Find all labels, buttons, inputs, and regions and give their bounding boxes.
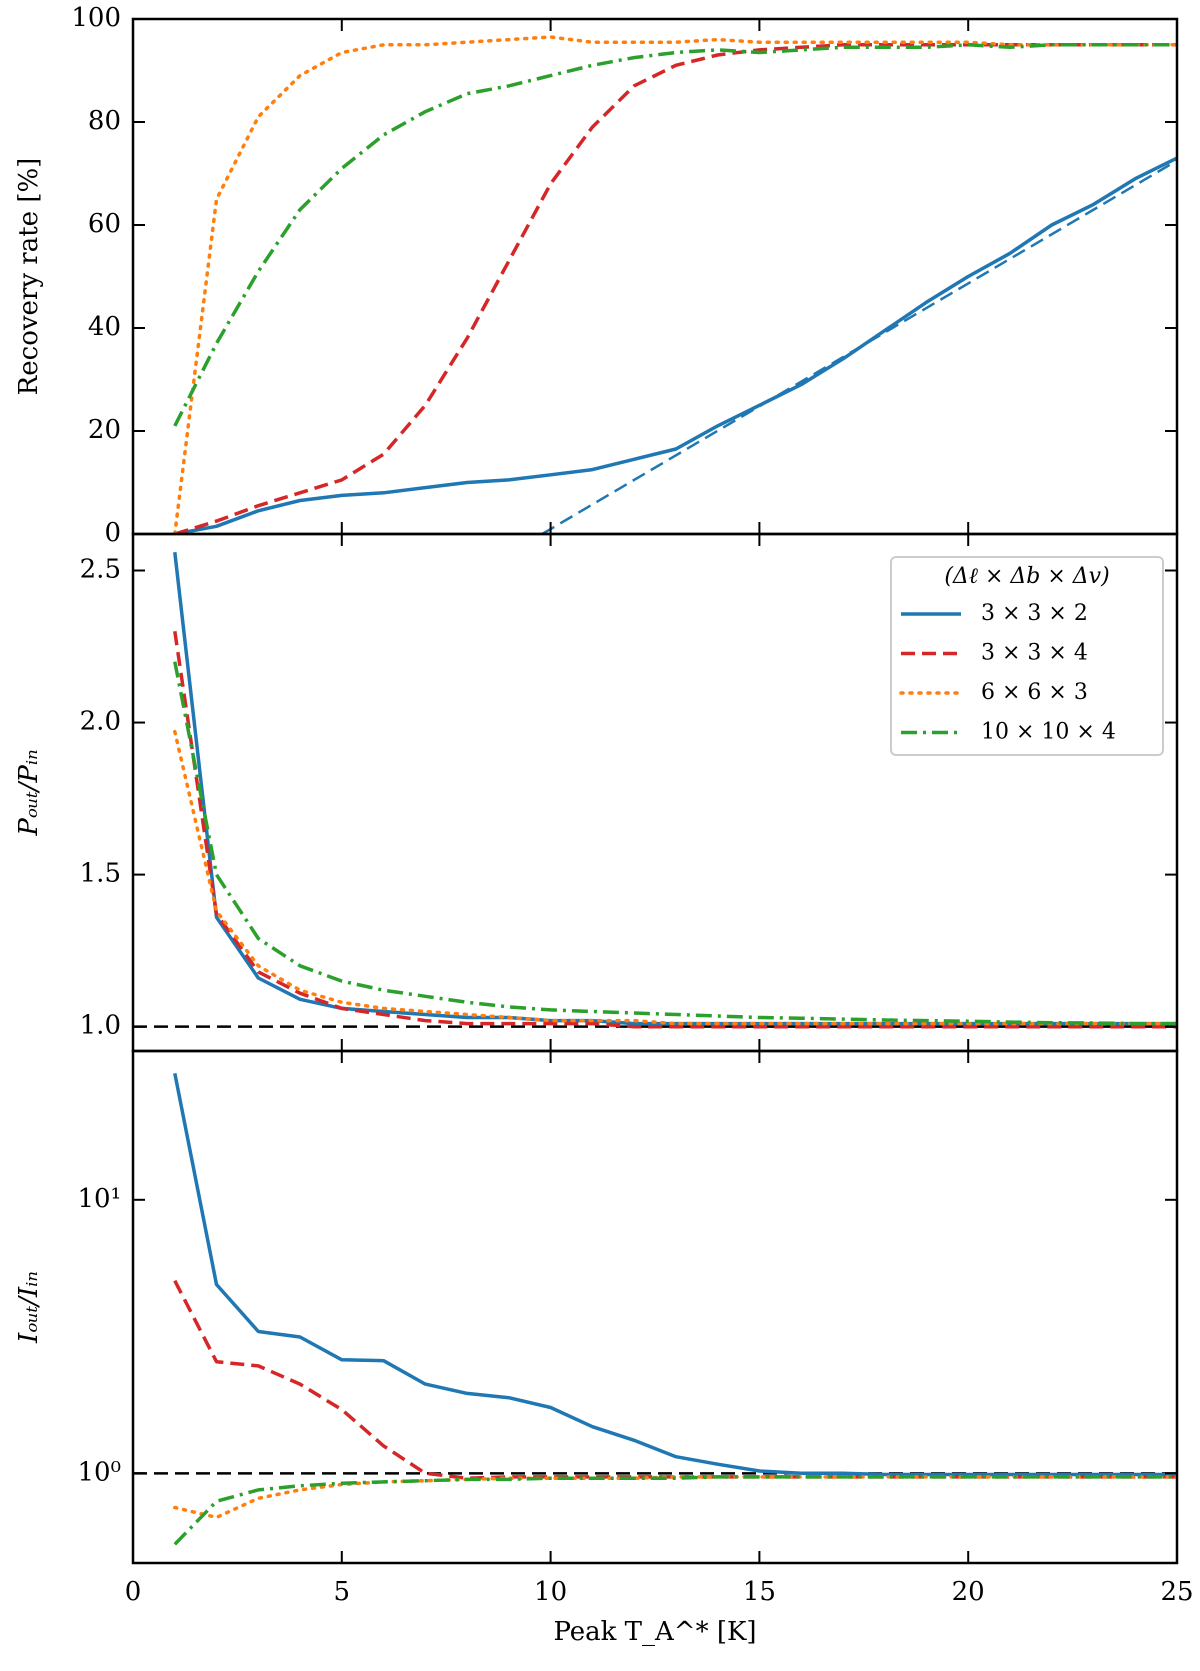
y-tick-label: 1.0 [80, 1011, 121, 1041]
y-tick-label: 2.0 [80, 707, 121, 737]
plot-area [133, 1072, 1177, 1546]
series-line [173, 35, 1177, 534]
plot-area [173, 35, 1177, 534]
legend: (Δℓ × Δb × Δv) 3 × 3 × 2 3 × 3 × 4 6 × 6 × … [890, 556, 1164, 756]
series-line [173, 1279, 1177, 1480]
y-tick-label: 100 [71, 3, 121, 33]
series-line [174, 43, 1177, 534]
plot-frame [131, 17, 1179, 536]
y-axis-label: Recovery rate [%] [14, 158, 44, 396]
legend-label: 10 × 10 × 4 [981, 720, 1116, 745]
plot-frame [131, 1049, 1179, 1565]
series-line [173, 661, 1177, 1026]
y-tick-label: 0 [104, 518, 121, 548]
y-tick-label: 10¹ [77, 1184, 121, 1214]
legend-label: 3 × 3 × 4 [981, 641, 1088, 666]
y-tick-label: 10⁰ [77, 1457, 121, 1487]
y-tick-label: 20 [88, 415, 121, 445]
x-tick-label: 25 [1160, 1577, 1193, 1607]
x-axis-label: Peak T_A^* [K] [553, 1617, 756, 1647]
y-tick-label: 80 [88, 106, 121, 136]
x-tick-label: 10 [534, 1577, 567, 1607]
y-tick-label: 2.5 [80, 554, 121, 584]
series-line [173, 631, 1177, 1029]
legend-title: (Δℓ × Δb × Δv) [944, 564, 1109, 589]
plot-area [133, 552, 1177, 1029]
x-tick-label: 20 [952, 1577, 985, 1607]
x-tick-label: 0 [125, 1577, 142, 1607]
x-tick-label: 15 [743, 1577, 776, 1607]
y-axis-label: Iₒᵤₜ/Iᵢₙ [14, 1271, 44, 1344]
legend-label: 3 × 3 × 2 [981, 601, 1088, 626]
y-tick-label: 40 [88, 312, 121, 342]
series-line [173, 1072, 1177, 1477]
panel: 0 20 40 60 80 100 Recovery rate [%] [14, 3, 1179, 548]
y-tick-label: 60 [88, 209, 121, 239]
y-tick-label: 1.5 [80, 859, 121, 889]
y-axis-label: Pₒᵤₜ/Pᵢₙ [14, 749, 44, 836]
legend-box [890, 556, 1164, 756]
series-line [173, 43, 1177, 427]
series-line [174, 156, 1177, 534]
panel: 10⁰ 10¹ 0 5 10 15 20 25 Iₒᵤₜ/Iᵢₙ Peak T_A^* [K] [14, 1049, 1194, 1647]
x-tick-label: 5 [334, 1577, 351, 1607]
series-line [173, 729, 1177, 1026]
series-line [173, 1475, 1177, 1546]
legend-label: 6 × 6 × 3 [981, 680, 1088, 705]
panel: 1.0 1.5 2.0 2.5 Pₒᵤₜ/Pᵢₙ (Δℓ × Δb × Δv) 3 × 3 … [14, 532, 1179, 1053]
